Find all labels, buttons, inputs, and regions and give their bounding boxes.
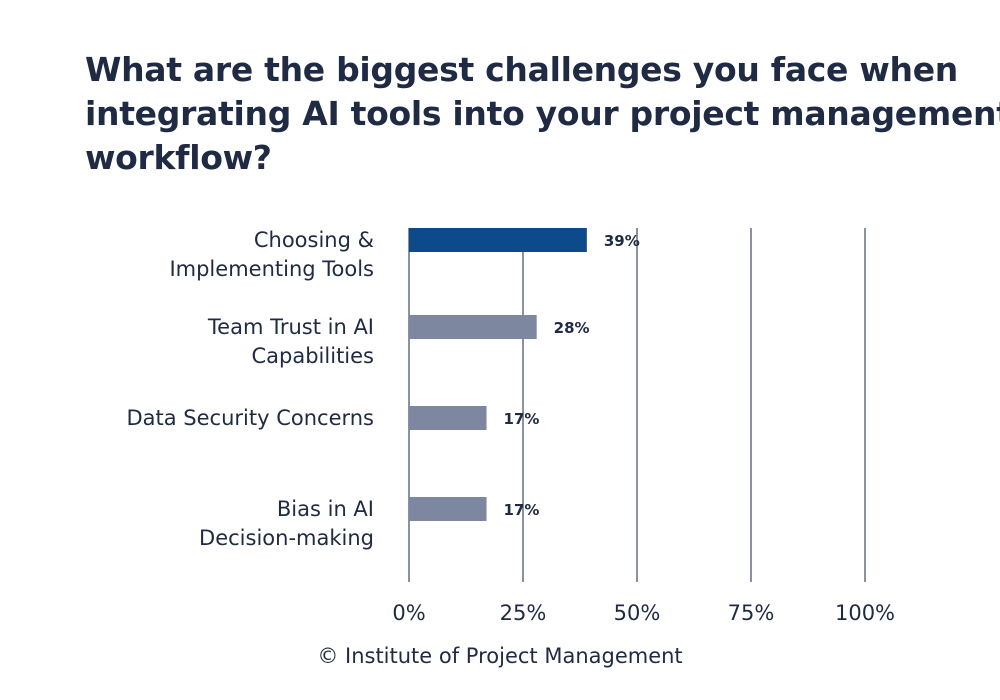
data-label: 17% bbox=[504, 501, 540, 519]
chart-title-line-3: workflow? bbox=[85, 138, 272, 177]
gridlines bbox=[408, 228, 866, 582]
bar bbox=[409, 406, 487, 430]
category-label: Bias in AI bbox=[277, 497, 374, 521]
data-label: 28% bbox=[554, 319, 590, 337]
category-labels: Choosing & Implementing Tools Team Trust i… bbox=[126, 228, 374, 550]
x-tick-label: 25% bbox=[500, 601, 547, 625]
chart-title-line-2: integrating AI tools into your project m… bbox=[85, 94, 1000, 133]
x-axis-ticks: 0% 25% 50% 75% 100% bbox=[392, 601, 895, 625]
data-label: 39% bbox=[604, 232, 640, 250]
bar bbox=[409, 315, 537, 339]
category-label: Implementing Tools bbox=[169, 257, 374, 281]
x-tick-label: 100% bbox=[835, 601, 895, 625]
value-labels: 39% 28% 17% 17% bbox=[504, 232, 640, 519]
chart-title: What are the biggest challenges you face… bbox=[85, 48, 1000, 180]
x-tick-label: 0% bbox=[392, 601, 425, 625]
chart-title-line-1: What are the biggest challenges you face… bbox=[85, 50, 958, 89]
x-tick-label: 75% bbox=[728, 601, 775, 625]
category-label: Data Security Concerns bbox=[126, 406, 374, 430]
bar bbox=[409, 228, 587, 252]
category-label: Team Trust in AI bbox=[207, 315, 374, 339]
bars bbox=[409, 228, 587, 521]
category-label: Decision-making bbox=[199, 526, 374, 550]
copyright-footer: © Institute of Project Management bbox=[317, 644, 683, 668]
category-label: Choosing & bbox=[254, 228, 374, 252]
bar-chart: Choosing & Implementing Tools Team Trust i… bbox=[126, 228, 895, 625]
data-label: 17% bbox=[504, 410, 540, 428]
category-label: Capabilities bbox=[252, 344, 375, 368]
x-tick-label: 50% bbox=[614, 601, 661, 625]
bar bbox=[409, 497, 487, 521]
